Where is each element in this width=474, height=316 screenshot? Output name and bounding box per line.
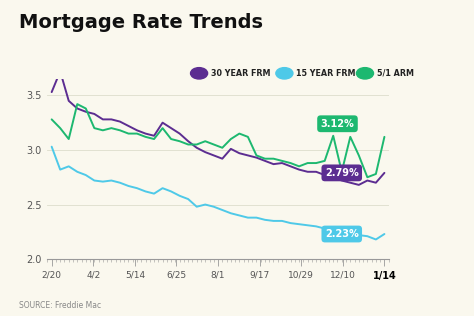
Text: 3.12%: 3.12% — [320, 119, 355, 129]
Text: SOURCE: Freddie Mac: SOURCE: Freddie Mac — [19, 301, 101, 310]
Text: 30 YEAR FRM: 30 YEAR FRM — [211, 69, 271, 78]
Text: 5/1 ARM: 5/1 ARM — [377, 69, 414, 78]
Text: 2.79%: 2.79% — [325, 168, 359, 178]
Text: 2.23%: 2.23% — [325, 229, 359, 239]
Text: Mortgage Rate Trends: Mortgage Rate Trends — [19, 13, 263, 32]
Text: 15 YEAR FRM: 15 YEAR FRM — [296, 69, 356, 78]
